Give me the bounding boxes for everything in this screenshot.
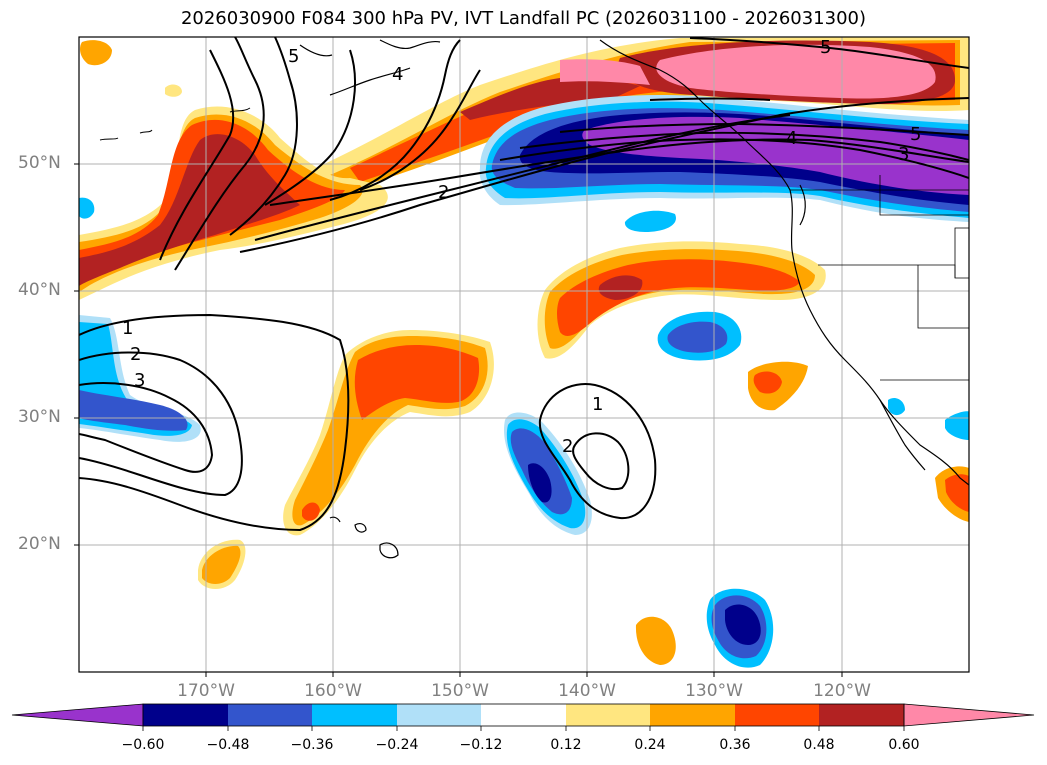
lon-label-120w: 120°W [813, 681, 871, 701]
colorbar-label: 0.60 [888, 737, 920, 753]
contour-label: 4 [392, 64, 403, 85]
contour-label: 1 [592, 394, 603, 415]
negative-anomaly-subtropical [504, 412, 592, 535]
positive-anomaly-small-nw [80, 40, 112, 66]
colorbar-label: −0.60 [121, 737, 165, 753]
contour-label: 4 [786, 128, 797, 149]
tick-marks [74, 163, 843, 677]
contour-label: 1 [122, 318, 133, 339]
map-frame [78, 36, 970, 673]
colorbar-label: 0.12 [550, 737, 582, 753]
positive-anomaly-hawaii-sw [198, 539, 246, 589]
contour-label: 2 [130, 344, 141, 365]
lon-label-150w: 150°W [431, 681, 489, 701]
contour-lines [79, 37, 969, 532]
contour-label: 2 [562, 436, 573, 457]
positive-anomaly-east-central [537, 241, 826, 359]
colorbar-label: −0.12 [459, 737, 503, 753]
colorbar-label: −0.36 [290, 737, 334, 753]
map-title: 2026030900 F084 300 hPa PV, IVT Landfall… [180, 8, 867, 29]
lat-label-30n: 30°N [18, 407, 61, 427]
negative-anomaly-east-small [657, 311, 742, 361]
lat-label-20n: 20°N [18, 534, 61, 554]
contour-labels: 5 4 2 1 2 3 1 2 4 3 5 5 [122, 37, 921, 457]
negative-anomaly-south [706, 588, 774, 668]
colorbar-label: 0.36 [719, 737, 751, 753]
colorbar-label: −0.24 [375, 737, 419, 753]
colorbar-label: 0.24 [634, 737, 666, 753]
contour-label: 5 [288, 46, 299, 67]
contour-label: 5 [910, 124, 921, 145]
negative-anomaly-small-center [624, 210, 676, 232]
colorbar [11, 703, 1035, 731]
colorbar-label: 0.48 [803, 737, 835, 753]
negative-anomaly-baja [888, 398, 905, 416]
contour-label: 5 [820, 37, 831, 58]
contour-label: 3 [898, 144, 909, 165]
positive-anomaly-south [635, 616, 676, 665]
lat-label-40n: 40°N [18, 280, 61, 300]
colorbar-extend-high [903, 703, 1035, 727]
positive-anomaly-baja [935, 466, 969, 522]
lon-label-140w: 140°W [558, 681, 616, 701]
contour-label: 3 [134, 370, 145, 391]
lon-label-170w: 170°W [177, 681, 235, 701]
colorbar-extend-low [11, 703, 144, 727]
positive-anomaly-north-pacific-band [300, 37, 969, 195]
coastlines [99, 39, 969, 559]
colorbar-label: −0.48 [206, 737, 250, 753]
lon-label-160w: 160°W [304, 681, 362, 701]
grid-lines [79, 37, 969, 672]
lat-label-50n: 50°N [18, 153, 61, 173]
positive-anomaly-central [283, 330, 494, 536]
contour-label: 2 [438, 182, 449, 203]
positive-anomaly-small-e [748, 361, 808, 411]
lon-label-130w: 130°W [685, 681, 743, 701]
negative-anomaly-west [79, 315, 201, 442]
